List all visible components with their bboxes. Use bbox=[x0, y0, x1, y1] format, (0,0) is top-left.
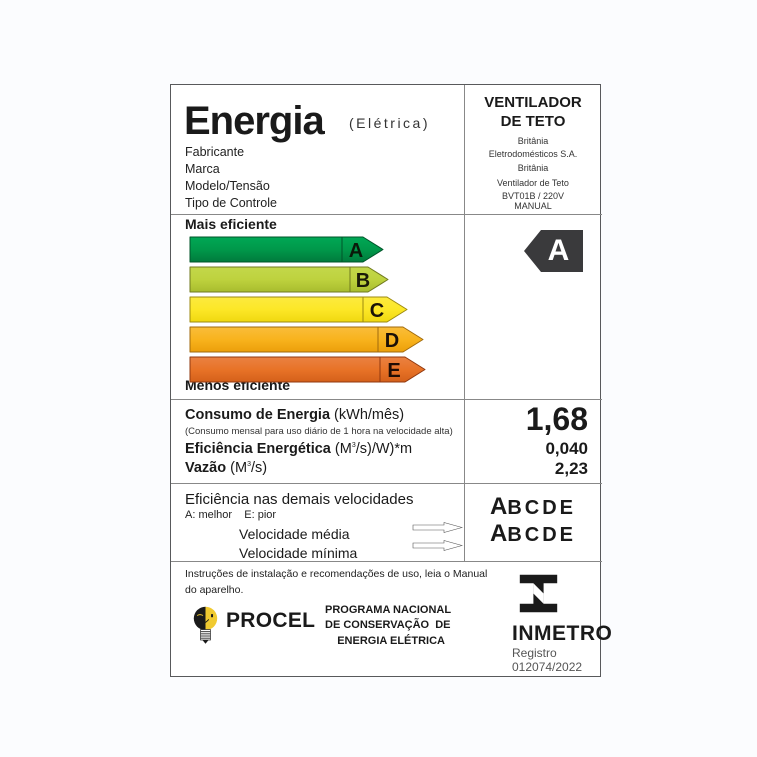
svg-text:E: E bbox=[387, 360, 400, 382]
svg-text:B: B bbox=[356, 270, 370, 292]
svg-text:D: D bbox=[385, 330, 399, 352]
svg-text:A: A bbox=[349, 240, 363, 262]
svg-text:C: C bbox=[370, 300, 384, 322]
